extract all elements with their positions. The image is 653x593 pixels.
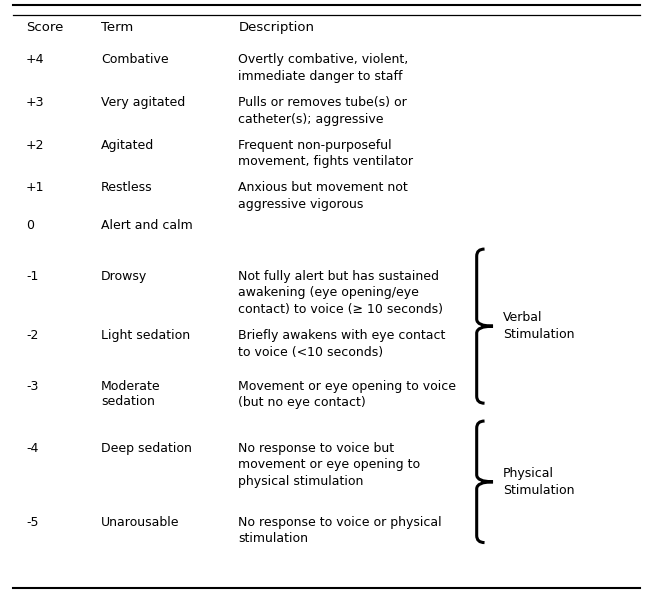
Text: Movement or eye opening to voice
(but no eye contact): Movement or eye opening to voice (but no… [238, 380, 456, 409]
Text: Unarousable: Unarousable [101, 516, 180, 529]
Text: +3: +3 [26, 96, 44, 109]
Text: Physical
Stimulation: Physical Stimulation [503, 467, 574, 496]
Text: Deep sedation: Deep sedation [101, 442, 192, 455]
Text: Not fully alert but has sustained
awakening (eye opening/eye
contact) to voice (: Not fully alert but has sustained awaken… [238, 270, 443, 316]
Text: -1: -1 [26, 270, 39, 283]
Text: Drowsy: Drowsy [101, 270, 148, 283]
Text: Overtly combative, violent,
immediate danger to staff: Overtly combative, violent, immediate da… [238, 53, 409, 83]
Text: Score: Score [26, 21, 63, 34]
Text: Term: Term [101, 21, 133, 34]
Text: Light sedation: Light sedation [101, 329, 190, 342]
Text: Very agitated: Very agitated [101, 96, 185, 109]
Text: Moderate
sedation: Moderate sedation [101, 380, 161, 407]
Text: Alert and calm: Alert and calm [101, 219, 193, 232]
Text: Restless: Restless [101, 181, 153, 195]
Text: +2: +2 [26, 139, 44, 152]
Text: Combative: Combative [101, 53, 169, 66]
Text: +4: +4 [26, 53, 44, 66]
Text: Briefly awakens with eye contact
to voice (<10 seconds): Briefly awakens with eye contact to voic… [238, 329, 446, 359]
Text: -5: -5 [26, 516, 39, 529]
Text: -3: -3 [26, 380, 39, 393]
Text: Description: Description [238, 21, 314, 34]
Text: -2: -2 [26, 329, 39, 342]
Text: Pulls or removes tube(s) or
catheter(s); aggressive: Pulls or removes tube(s) or catheter(s);… [238, 96, 407, 126]
Text: Agitated: Agitated [101, 139, 155, 152]
Text: Anxious but movement not
aggressive vigorous: Anxious but movement not aggressive vigo… [238, 181, 408, 211]
Text: No response to voice or physical
stimulation: No response to voice or physical stimula… [238, 516, 442, 546]
Text: 0: 0 [26, 219, 34, 232]
Text: -4: -4 [26, 442, 39, 455]
Text: +1: +1 [26, 181, 44, 195]
Text: Frequent non-purposeful
movement, fights ventilator: Frequent non-purposeful movement, fights… [238, 139, 413, 168]
Text: Verbal
Stimulation: Verbal Stimulation [503, 311, 574, 341]
Text: No response to voice but
movement or eye opening to
physical stimulation: No response to voice but movement or eye… [238, 442, 421, 488]
